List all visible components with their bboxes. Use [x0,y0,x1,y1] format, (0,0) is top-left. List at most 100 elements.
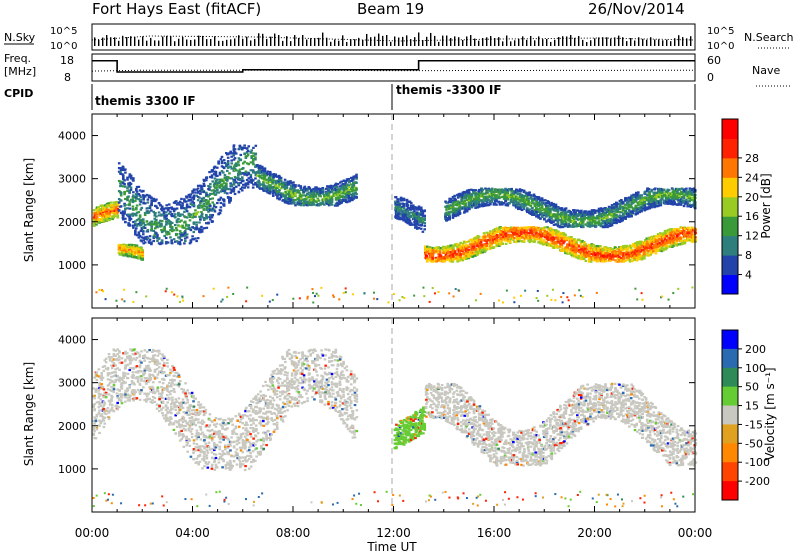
echo-cell [405,202,409,205]
echo-cell [467,245,471,249]
echo-cell [230,162,233,165]
echo-cell [326,195,329,199]
echo-cell [214,174,218,177]
noise-bar [122,35,124,46]
echo-cell [175,219,179,222]
echo-cell [408,219,412,222]
echo-cell [399,205,403,209]
echo-cell [238,147,242,150]
noise-bar [290,41,292,46]
echo-cell [169,223,172,226]
echo-cell [153,214,157,217]
echo-cell [131,246,134,249]
echo-cell [327,194,330,197]
echo-cell [239,181,243,184]
echo-cell [124,171,127,174]
echo-cell [272,174,276,177]
echo-cell [489,240,492,243]
echo-cell [312,200,315,203]
echo-cell [452,251,455,254]
echo-cell [192,194,196,197]
echo-cell [629,246,633,249]
echo-cell [283,178,287,181]
noise-bar [578,35,580,46]
echo-cell [121,213,125,217]
echo-cell [294,189,297,192]
echo-cell [153,235,157,239]
echo-cell [268,180,272,184]
echo-cell [332,189,336,192]
echo-cell [125,247,128,250]
echo-cell [95,209,99,212]
echo-cell [258,185,261,188]
echo-cell [471,240,475,243]
echo-cell [497,226,501,229]
echo-cell [435,258,438,261]
echo-cell [167,233,171,236]
echo-cell [146,198,150,201]
noise-bar [118,40,120,46]
noise-bar [394,36,396,46]
echo-cell [135,252,139,255]
echo-cell [425,251,428,254]
echo-cell [194,215,197,218]
echo-cell [687,226,690,230]
noise-bar [378,33,380,46]
echo-cell [220,170,224,173]
echo-cell [589,260,593,263]
echo-cell [525,230,528,234]
echo-cell [428,256,432,259]
echo-cell [628,244,632,247]
echo-cell [574,245,578,249]
echo-cell [643,255,646,258]
echo-cell [299,195,303,198]
echo-cell [177,242,180,245]
noise-bar [326,37,328,46]
echo-cell [178,200,182,203]
echo-cell [99,214,103,217]
noise-bar [598,37,600,46]
echo-cell [351,179,354,182]
echo-cell [133,255,136,258]
echo-cell [188,195,192,199]
echo-cell [105,202,109,206]
echo-cell [137,211,141,214]
echo-cell [254,144,258,147]
echo-cell [98,221,102,224]
echo-cell [401,218,404,221]
echo-cell [274,179,278,183]
echo-cell [160,219,164,223]
echo-cell [141,249,144,252]
echo-cell [292,198,295,202]
echo-cell [529,239,533,243]
echo-cell [573,253,576,256]
noise-bar [298,38,300,46]
echo-cell [581,245,585,248]
echo-cell [503,230,507,233]
echo-cell [599,258,603,261]
echo-cell [185,196,189,199]
echo-cell [140,206,144,210]
echo-cell [167,207,171,210]
echo-cell [321,192,325,195]
echo-cell [194,209,197,212]
echo-cell [578,248,581,252]
echo-cell [129,252,132,255]
noise-bar [558,37,560,46]
echo-cell [154,199,157,203]
echo-cell [148,241,152,244]
echo-cell [247,145,251,148]
echo-cell [352,178,355,181]
noise-bar [390,41,392,46]
echo-cell [302,186,306,190]
echo-cell [345,184,349,187]
echo-cell [141,190,145,193]
echo-cell [482,239,486,242]
echo-cell [492,232,495,235]
echo-cell [265,185,269,188]
echo-cell [219,209,223,212]
echo-cell [547,233,550,237]
echo-cell [189,239,193,242]
echo-cell [435,246,438,250]
echo-cell [537,226,540,230]
